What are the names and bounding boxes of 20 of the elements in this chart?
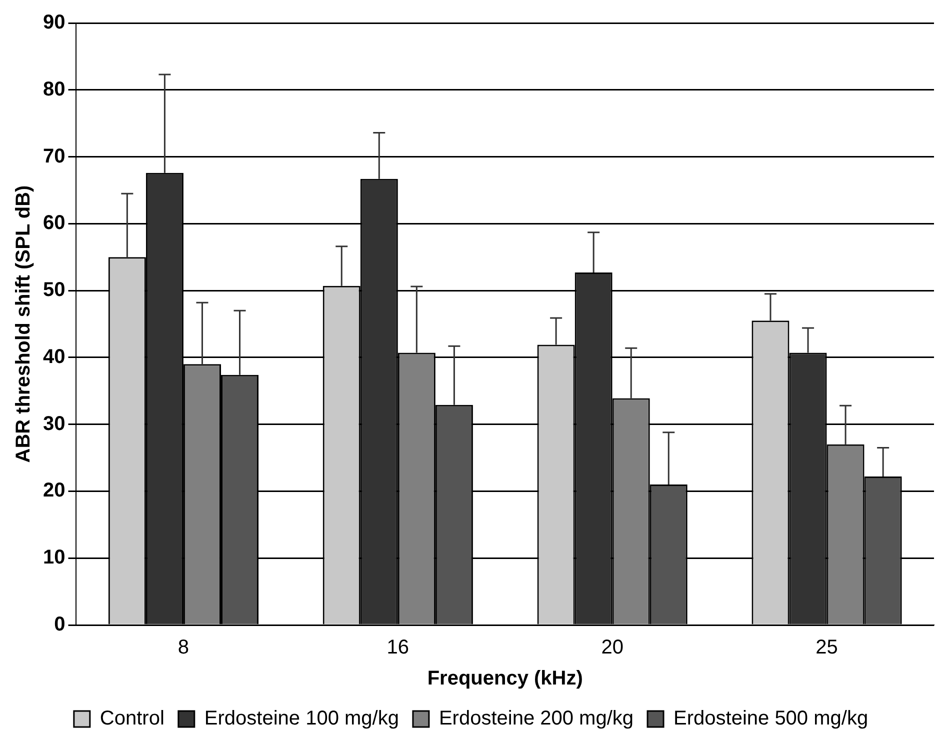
legend-label: Erdosteine 100 mg/kg: [204, 708, 399, 730]
x-axis-title: Frequency (kHz): [427, 668, 583, 690]
y-tick-label: 40: [42, 346, 66, 368]
y-tick-label: 10: [42, 546, 66, 569]
x-tick-label: 16: [386, 636, 410, 659]
y-tick-label: 50: [42, 279, 66, 302]
x-tick-label: 20: [601, 636, 624, 659]
y-tick-label: 80: [42, 78, 66, 100]
y-tick-label: 70: [42, 145, 66, 168]
y-tick-label: 20: [42, 480, 66, 502]
y-axis-title: ABR threshold shift (SPL dB): [12, 185, 35, 463]
legend-label: Control: [100, 708, 164, 730]
y-tick-label: 90: [42, 12, 66, 34]
legend-label: Erdosteine 200 mg/kg: [438, 708, 634, 730]
y-tick-label: 60: [42, 212, 66, 234]
x-tick-label: 8: [178, 636, 190, 659]
legend-label: Erdosteine 500 mg/kg: [674, 708, 868, 730]
x-tick-label: 25: [816, 636, 838, 659]
y-tick-label: 0: [54, 614, 66, 636]
y-tick-label: 30: [42, 412, 66, 435]
